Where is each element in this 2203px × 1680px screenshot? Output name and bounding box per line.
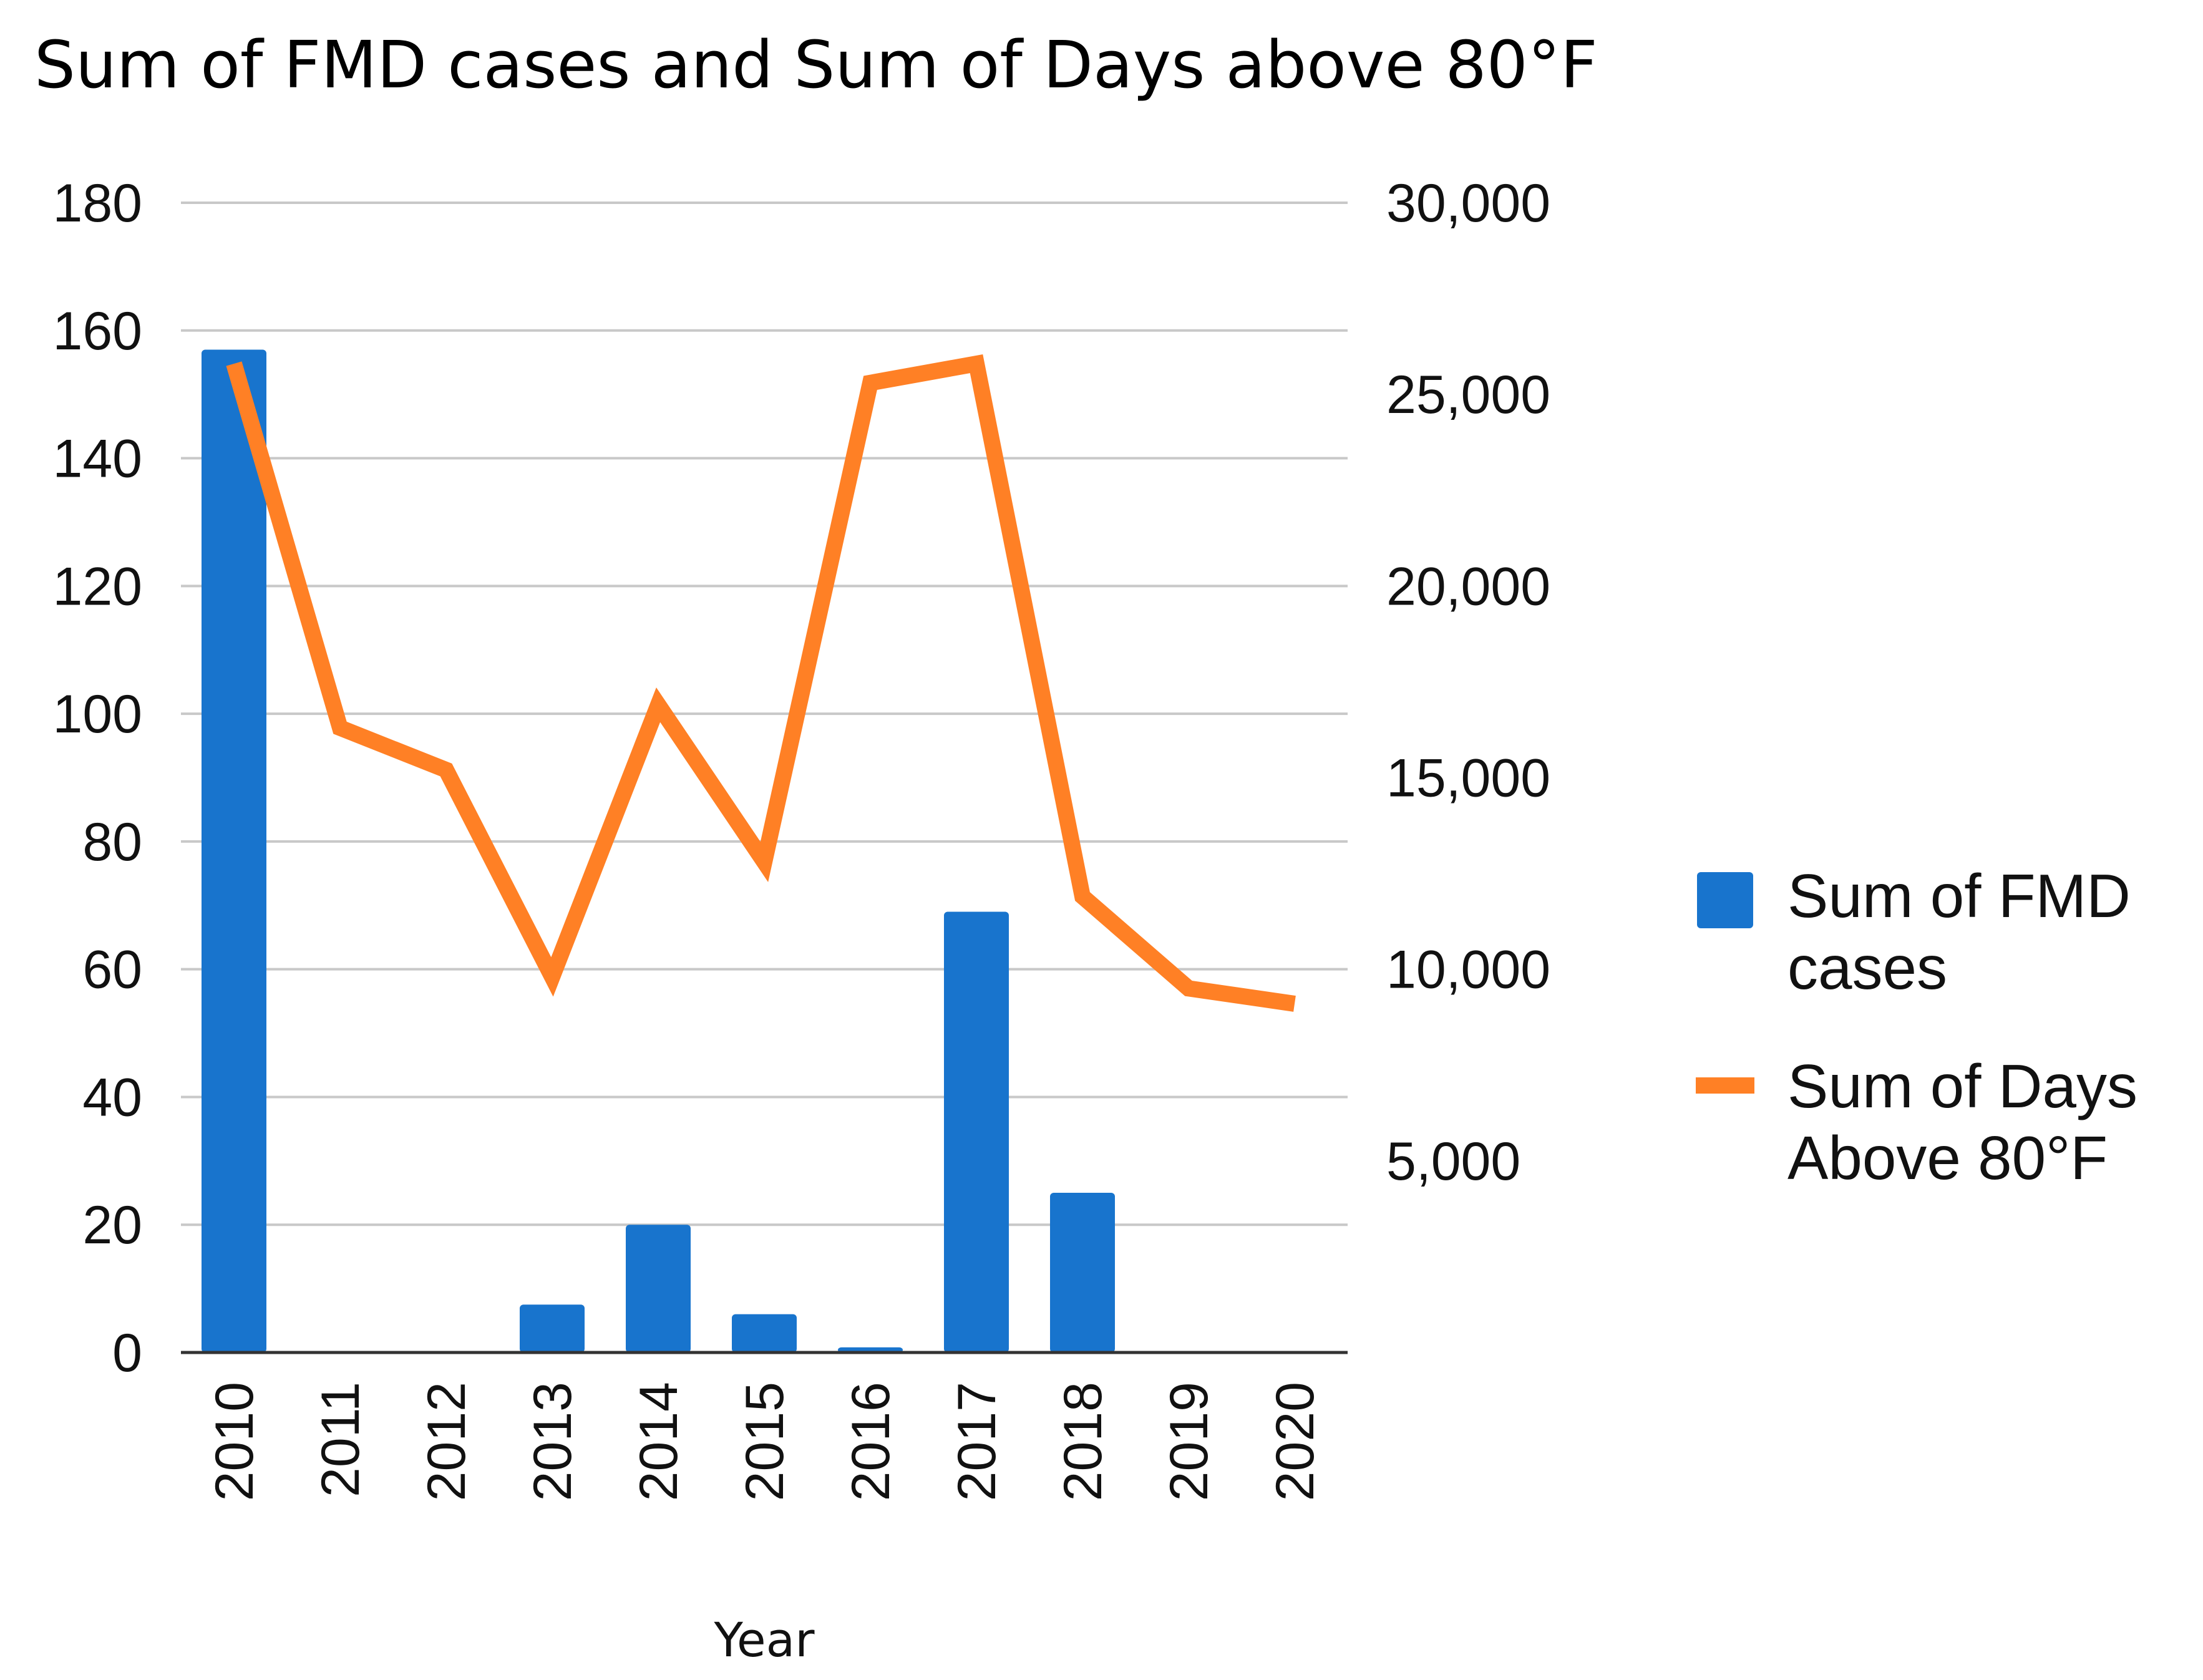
left-axis-tick-label: 180: [53, 173, 143, 233]
x-axis-tick-label: 2011: [311, 1382, 371, 1497]
legend-label-days-line1: Sum of Days: [1787, 1052, 2137, 1120]
legend-label-fmd-cases-line1: Sum of FMD: [1787, 862, 2131, 930]
right-axis-tick-label: 20,000: [1386, 556, 1550, 616]
right-axis-tick-label: 15,000: [1386, 749, 1550, 808]
x-axis-tick-label: 2010: [205, 1382, 265, 1501]
x-axis-tick-label: 2016: [841, 1382, 901, 1501]
x-axis-tick-label: 2019: [1159, 1382, 1219, 1501]
left-axis-tick-label: 120: [53, 556, 143, 616]
chart-title: Sum of FMD cases and Sum of Days above 8…: [34, 27, 1598, 103]
left-axis-tick-label: 80: [82, 812, 142, 872]
x-axis-tick-label: 2015: [735, 1382, 795, 1501]
bar-2010[interactable]: [202, 349, 266, 1353]
line-days-above-80f[interactable]: [226, 354, 1296, 1012]
x-axis-tick-label: 2014: [629, 1382, 689, 1501]
legend-swatch-fmd-cases: [1697, 872, 1753, 928]
x-axis-tick-label: 2020: [1265, 1382, 1325, 1501]
legend-item-days-above-80f[interactable]: Sum of Days Above 80°F: [1696, 1052, 2137, 1192]
left-axis-tick-label: 40: [82, 1067, 142, 1127]
bar-series: [202, 349, 1115, 1353]
bar-2017[interactable]: [944, 911, 1009, 1352]
right-axis-tick-label: 25,000: [1386, 365, 1550, 425]
left-axis-ticks: 0 20 40 60 80 100 120 140 160 180: [53, 173, 143, 1383]
x-axis-tick-label: 2012: [417, 1382, 477, 1501]
x-axis-tick-label: 2017: [947, 1382, 1007, 1501]
bar-2014[interactable]: [626, 1225, 691, 1352]
bar-2015[interactable]: [732, 1314, 797, 1352]
legend: Sum of FMD cases Sum of Days Above 80°F: [1696, 862, 2137, 1192]
x-axis-ticks: 2010 2011 2012 2013 2014 2015 2016 2017 2018 2019…: [205, 1382, 1325, 1501]
right-axis-tick-label: 30,000: [1386, 173, 1550, 233]
x-axis-tick-label: 2018: [1053, 1382, 1113, 1501]
right-axis-tick-label: 5,000: [1386, 1132, 1520, 1192]
gridlines: [181, 202, 1348, 1226]
legend-label-days-line2: Above 80°F: [1787, 1124, 2108, 1192]
line-series: [226, 354, 1296, 1012]
left-axis-tick-label: 20: [82, 1195, 142, 1255]
right-axis-tick-label: 10,000: [1386, 940, 1550, 1000]
bar-2013[interactable]: [520, 1304, 585, 1352]
left-axis-tick-label: 60: [82, 940, 142, 1000]
left-axis-tick-label: 160: [53, 301, 143, 361]
left-axis-tick-label: 100: [53, 684, 143, 744]
legend-item-fmd-cases[interactable]: Sum of FMD cases: [1697, 862, 2131, 1002]
legend-label-fmd-cases-line2: cases: [1787, 933, 1947, 1002]
right-axis-ticks: 5,000 10,000 15,000 20,000 25,000 30,000: [1386, 173, 1550, 1192]
x-axis-tick-label: 2013: [523, 1382, 583, 1501]
x-axis-title: Year: [714, 1612, 815, 1668]
bar-2018[interactable]: [1050, 1193, 1115, 1352]
left-axis-tick-label: 140: [53, 429, 143, 489]
left-axis-tick-label: 0: [112, 1323, 142, 1383]
